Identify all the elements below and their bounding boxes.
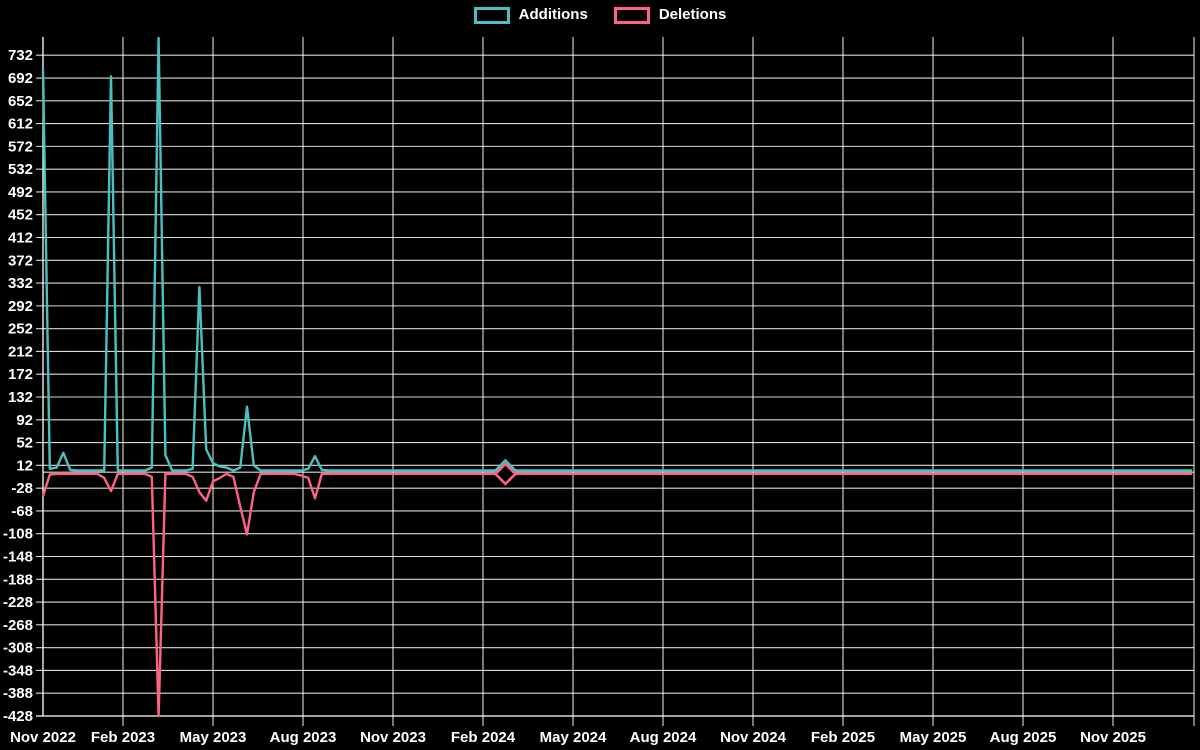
y-tick-label: 492 — [8, 184, 33, 201]
y-tick-label: -348 — [3, 662, 33, 679]
y-tick-label: 652 — [8, 93, 33, 110]
y-tick-label: 252 — [8, 321, 33, 338]
axis-lines — [36, 37, 1194, 717]
legend-item-deletions[interactable]: Deletions — [613, 5, 727, 25]
y-tick-label: 412 — [8, 230, 33, 247]
y-tick-label: 212 — [8, 343, 33, 360]
y-tick-label: 92 — [16, 412, 33, 429]
x-tick-label: Feb 2025 — [811, 729, 875, 746]
y-tick-label: 52 — [16, 435, 33, 452]
x-tick-label: Feb 2023 — [91, 729, 155, 746]
y-tick-label: -108 — [3, 526, 33, 543]
x-tick-label: Aug 2025 — [990, 729, 1057, 746]
additions-legend-label: Additions — [518, 6, 588, 23]
additions-swatch-icon — [473, 6, 510, 24]
y-axis-tick-labels: 732 692 652 612 572 532 492 452 412 372 332 292 252 2… — [3, 47, 33, 725]
y-tick-label: -28 — [11, 480, 33, 497]
x-tick-label: May 2025 — [900, 729, 967, 746]
deletions-line — [41, 472, 1193, 718]
x-tick-label: Nov 2023 — [360, 729, 426, 746]
y-tick-label: -228 — [3, 594, 33, 611]
y-tick-label: 372 — [8, 252, 33, 269]
grid-lines — [36, 37, 1195, 726]
y-tick-label: 332 — [8, 275, 33, 292]
y-tick-label: -388 — [3, 685, 33, 702]
x-tick-label: May 2024 — [540, 729, 607, 746]
x-tick-label: Nov 2022 — [10, 729, 76, 746]
y-tick-label: 532 — [8, 161, 33, 178]
deletions-legend-label: Deletions — [658, 6, 727, 23]
y-tick-label: -148 — [3, 549, 33, 566]
x-tick-label: Nov 2024 — [720, 729, 787, 746]
y-tick-label: 452 — [8, 207, 33, 224]
y-tick-label: -188 — [3, 571, 33, 588]
y-tick-label: 612 — [8, 116, 33, 133]
y-tick-label: 572 — [8, 138, 33, 155]
x-tick-label: Feb 2024 — [451, 729, 516, 746]
y-tick-label: -68 — [11, 503, 33, 520]
y-tick-label: 12 — [16, 457, 33, 474]
legend-item-additions[interactable]: Additions — [473, 5, 588, 25]
additions-line — [41, 36, 1193, 472]
deletions-point-marker-icon[interactable] — [493, 462, 518, 486]
y-tick-label: 132 — [8, 389, 33, 406]
y-tick-label: -308 — [3, 640, 33, 657]
deletions-swatch-icon — [613, 6, 650, 24]
x-axis-tick-labels: Nov 2022 Feb 2023 May 2023 Aug 2023 Nov 2023… — [10, 729, 1146, 746]
y-tick-label: 732 — [8, 47, 33, 64]
highlight-point[interactable] — [493, 458, 518, 486]
y-tick-label: 692 — [8, 70, 33, 87]
x-tick-label: Nov 2025 — [1080, 729, 1146, 746]
data-series — [41, 36, 1193, 718]
x-tick-label: Aug 2023 — [270, 729, 337, 746]
chart-legend: Additions Deletions — [0, 5, 1200, 25]
y-tick-label: -428 — [3, 708, 33, 725]
y-tick-label: 172 — [8, 366, 33, 383]
y-tick-label: -268 — [3, 617, 33, 634]
x-tick-label: May 2023 — [180, 729, 247, 746]
x-tick-label: Aug 2024 — [630, 729, 697, 746]
y-tick-label: 292 — [8, 298, 33, 315]
